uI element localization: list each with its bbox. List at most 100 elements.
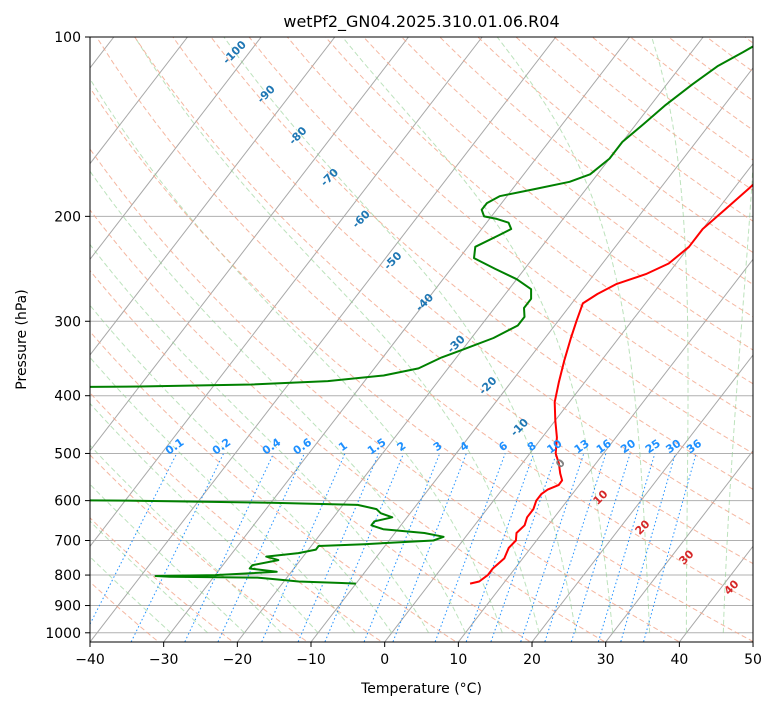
chart-title: wetPf2_GN04.2025.310.01.06.R04 (283, 12, 559, 32)
moist-adiabat (223, 37, 577, 633)
y-tick-label: 700 (54, 534, 81, 550)
pressure-gridlines (90, 37, 753, 634)
dry-adiabat-label: -100 (220, 38, 249, 67)
dry-adiabat (90, 148, 681, 642)
mixing-ratio-line (544, 453, 607, 642)
mixing-ratio-line (620, 453, 676, 642)
y-axis-label: Pressure (hPa) (14, 289, 30, 389)
isotherm-line (90, 37, 262, 261)
y-tick-label: 100 (54, 30, 81, 46)
mixing-ratio-label: 8 (525, 439, 539, 454)
isotherm-line (384, 162, 753, 642)
mixing-ratio-line (363, 453, 441, 642)
adiabat-labels: 0.1 0.2 0.4 0.6 1 1.5 2 3 4 6 8 10 13 16 20 25 30 36-100-… (163, 38, 742, 598)
mixing-ratio-line (642, 453, 697, 642)
isotherm-line (90, 37, 336, 356)
mixing-ratio-label: 0.4 (260, 435, 284, 457)
mixing-ratio-line (570, 453, 631, 642)
moist-adiabat (722, 158, 753, 633)
moist-adiabat-label: 10 (591, 487, 611, 507)
dry-adiabat (90, 454, 309, 642)
moist-adiabat (90, 483, 245, 634)
dry-adiabat (744, 37, 753, 44)
x-tick-label: 20 (523, 652, 541, 668)
y-tick-label: 200 (54, 209, 81, 225)
mixing-ratio-label: 2 (395, 439, 409, 454)
y-tick-label: 600 (54, 494, 81, 510)
x-tick-label: −30 (149, 652, 179, 668)
x-tick-label: −40 (75, 652, 105, 668)
dry-adiabat (90, 209, 607, 642)
mixing-ratio-line (261, 453, 346, 642)
y-axis-ticks: 100 200 300 400 500 600 700 800 900 1000 (45, 30, 90, 642)
dry-adiabat (401, 37, 753, 318)
dry-adiabat-label: -60 (350, 207, 373, 230)
mixing-ratio-line (465, 453, 535, 642)
dry-adiabat (90, 392, 383, 642)
mixing-ratio-line (490, 453, 557, 642)
x-tick-label: −10 (296, 652, 326, 668)
dry-adiabat (90, 269, 532, 642)
mixing-ratio-label: 1 (336, 439, 350, 454)
mixing-ratio-line (597, 453, 656, 642)
dry-adiabats (0, 37, 753, 645)
mixing-ratio-line (324, 453, 404, 642)
isotherm-line (531, 354, 753, 642)
temperature-line (469, 183, 753, 585)
mixing-ratio-label: 3 (431, 439, 445, 454)
dry-adiabat (90, 581, 160, 642)
x-tick-label: 40 (670, 652, 688, 668)
moist-adiabat-label: 0 (553, 456, 568, 471)
moist-adiabat (90, 520, 208, 634)
dry-adiabat (90, 330, 458, 642)
dry-adiabat-label: -70 (318, 166, 341, 189)
y-tick-label: 500 (54, 446, 81, 462)
dry-adiabat-label: -80 (286, 124, 309, 147)
dry-adiabat-label: -10 (508, 416, 531, 439)
mixing-ratio-line (90, 453, 178, 626)
moist-adiabat (342, 37, 614, 633)
x-tick-label: −20 (223, 652, 253, 668)
y-tick-label: 900 (54, 599, 81, 615)
y-tick-label: 1000 (45, 626, 81, 642)
moist-adiabat (90, 304, 393, 634)
dry-adiabat (96, 37, 753, 603)
dry-adiabat-label: -30 (445, 332, 468, 355)
dry-adiabat (248, 37, 753, 454)
isotherm-line (310, 67, 753, 642)
moist-adiabat (90, 402, 319, 634)
dewpoint-line (90, 45, 753, 585)
dry-adiabat-label: -20 (476, 374, 499, 397)
mixing-ratio-label: 6 (496, 439, 510, 454)
mixing-ratio-line (217, 453, 305, 642)
isotherm-line (163, 37, 630, 642)
x-tick-label: 50 (744, 652, 762, 668)
plot-frame (89, 36, 754, 643)
dry-adiabat (439, 37, 753, 285)
dry-adiabat-label: -50 (381, 249, 404, 272)
y-tick-label: 300 (54, 314, 81, 330)
dry-adiabat (90, 87, 753, 642)
mixing-ratio-lines (90, 453, 697, 642)
isotherm-line (90, 37, 557, 642)
moist-adiabat (496, 37, 651, 633)
isotherm-line (90, 37, 188, 165)
moist-adiabat (90, 77, 503, 633)
y-tick-label: 800 (54, 568, 81, 584)
moist-adiabat (134, 37, 540, 633)
moist-adiabat-label: 30 (677, 547, 697, 567)
dry-adiabat-label: -40 (413, 291, 436, 314)
moist-adiabat (651, 37, 689, 633)
mixing-ratio-line (520, 453, 585, 642)
dry-adiabat (286, 37, 753, 419)
moist-adiabat (90, 444, 282, 634)
mixing-ratio-line (434, 453, 506, 642)
x-axis-ticks: −40 −30 −20 −10 0 10 20 30 40 50 (75, 642, 762, 668)
dry-adiabat (477, 37, 753, 254)
isotherm-line (457, 258, 753, 642)
mixing-ratio-label: 0.6 (291, 435, 315, 457)
x-tick-label: 0 (380, 652, 389, 668)
isotherm-line (90, 37, 483, 548)
dry-adiabat (0, 37, 13, 645)
